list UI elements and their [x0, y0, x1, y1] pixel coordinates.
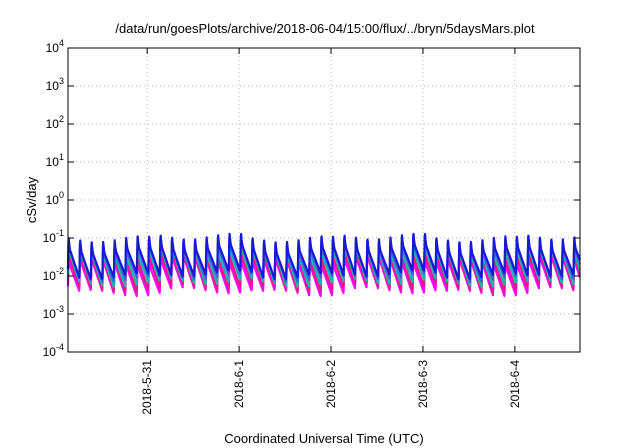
y-tick-exponent: 0	[59, 190, 64, 200]
series-group	[66, 232, 582, 298]
x-tick-label: 2018-6-3	[416, 360, 430, 408]
y-tick-base: 10	[46, 155, 60, 169]
grid	[68, 48, 580, 352]
series-line-5	[66, 232, 582, 280]
y-tick-exponent: -1	[56, 228, 64, 238]
y-tick-label: 10-2	[43, 266, 64, 283]
y-tick-base: 10	[43, 269, 57, 283]
x-tick-label: 2018-6-2	[324, 360, 338, 408]
y-tick-base: 10	[46, 117, 60, 131]
y-tick-exponent: 3	[59, 76, 64, 86]
x-tick-label: 2018-5-31	[140, 360, 154, 415]
y-tick-label: 10-3	[43, 304, 64, 321]
y-tick-exponent: 1	[59, 152, 64, 162]
y-tick-label: 10-4	[43, 342, 64, 359]
x-tick-label: 2018-6-1	[232, 360, 246, 408]
y-tick-label: 101	[46, 152, 64, 169]
y-axis-title: cSv/day	[24, 176, 39, 223]
y-tick-label: 102	[46, 114, 64, 131]
y-tick-base: 10	[43, 345, 57, 359]
y-tick-label: 103	[46, 76, 64, 93]
y-tick-base: 10	[43, 307, 57, 321]
x-tick-label: 2018-6-4	[508, 360, 522, 408]
y-tick-base: 10	[43, 231, 57, 245]
ticks	[68, 47, 580, 353]
y-tick-exponent: 4	[59, 38, 64, 48]
y-tick-exponent: -4	[56, 342, 64, 352]
y-tick-base: 10	[46, 193, 60, 207]
y-tick-label: 100	[46, 190, 64, 207]
y-tick-exponent: 2	[59, 114, 64, 124]
y-tick-base: 10	[46, 79, 60, 93]
y-tick-exponent: -2	[56, 266, 64, 276]
y-tick-label: 104	[46, 38, 64, 55]
x-axis-title: Coordinated Universal Time (UTC)	[224, 431, 423, 446]
y-tick-base: 10	[46, 41, 60, 55]
y-tick-exponent: -3	[56, 304, 64, 314]
y-tick-label: 10-1	[43, 228, 64, 245]
x-tick-labels: 2018-5-31 2018-6-1 2018-6-2 2018-6-3 2018-6-…	[140, 360, 522, 415]
chart-title: /data/run/goesPlots/archive/2018-06-04/1…	[115, 21, 535, 36]
